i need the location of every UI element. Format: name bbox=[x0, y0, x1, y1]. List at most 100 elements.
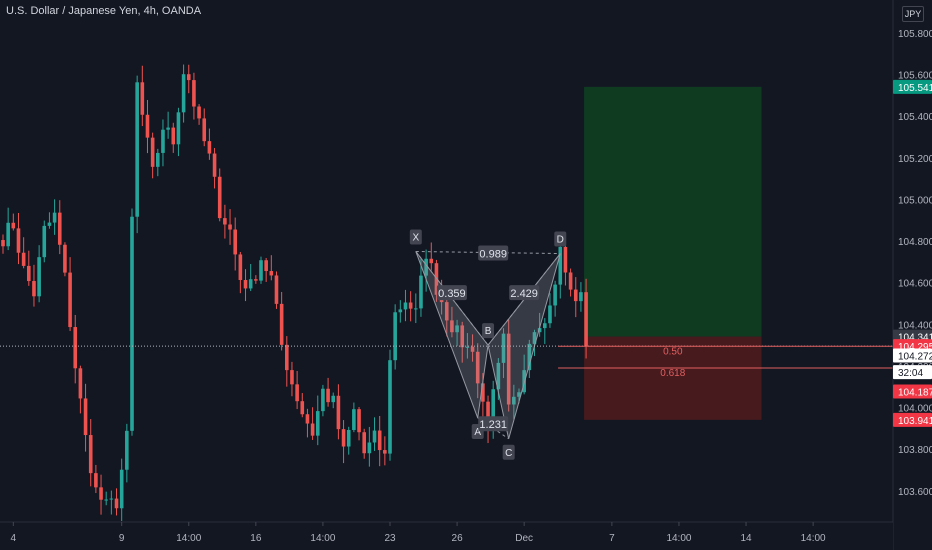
time-tick-label: 14:00 bbox=[666, 533, 691, 544]
candle bbox=[212, 148, 217, 189]
candle bbox=[573, 277, 578, 318]
candle-body bbox=[475, 351, 480, 384]
candle bbox=[279, 291, 284, 351]
time-tick-label: 14:00 bbox=[176, 533, 201, 544]
candle bbox=[346, 426, 351, 455]
candle bbox=[57, 200, 62, 255]
pattern-point-box bbox=[482, 323, 495, 339]
candle bbox=[135, 75, 139, 234]
candle-body bbox=[537, 328, 542, 333]
candle bbox=[140, 65, 145, 127]
candle-body bbox=[372, 430, 377, 443]
candle bbox=[419, 259, 423, 317]
price-badge-white: 32:04 bbox=[893, 365, 932, 380]
candle-body bbox=[444, 302, 449, 321]
time-tick-label: 26 bbox=[452, 533, 464, 544]
candle-body bbox=[114, 498, 119, 509]
candle-body bbox=[27, 265, 31, 282]
candle bbox=[429, 242, 434, 271]
candle bbox=[512, 384, 516, 420]
price-axis: 103.600103.800104.000104.200104.400104.6… bbox=[898, 29, 932, 498]
candle-body bbox=[300, 401, 305, 415]
candle-body bbox=[367, 442, 372, 454]
candle-body bbox=[269, 271, 274, 276]
candle-body bbox=[186, 74, 191, 81]
candle-body bbox=[192, 80, 196, 107]
candle bbox=[52, 199, 57, 235]
price-badge-white: 104.272 bbox=[893, 348, 932, 363]
candle-body bbox=[197, 106, 201, 119]
fib-level-label: 0.50 bbox=[663, 346, 683, 357]
candle bbox=[176, 107, 181, 157]
candle bbox=[506, 319, 511, 412]
candle-body bbox=[73, 327, 78, 369]
candle bbox=[537, 312, 542, 337]
candle bbox=[150, 132, 155, 179]
candle bbox=[274, 271, 279, 309]
stop-zone bbox=[584, 336, 762, 420]
pattern-point-label: C bbox=[505, 448, 512, 459]
candle bbox=[109, 490, 114, 515]
price-tick-label: 104.400 bbox=[898, 320, 932, 331]
candle-body bbox=[130, 216, 134, 431]
candle-body bbox=[336, 395, 341, 430]
pattern-bd-line bbox=[487, 253, 561, 346]
candle bbox=[63, 242, 67, 277]
time-tick-label: 14 bbox=[740, 533, 752, 544]
candle bbox=[424, 249, 428, 292]
price-tick-label: 104.600 bbox=[898, 279, 932, 290]
candle bbox=[125, 423, 129, 483]
price-badge-box bbox=[893, 79, 932, 94]
candle-body bbox=[145, 114, 150, 138]
price-badge-value: 104.295 bbox=[898, 342, 932, 353]
candle-body bbox=[37, 257, 41, 297]
pattern-point-box bbox=[502, 444, 515, 460]
price-badge-green: 105.541 bbox=[893, 79, 932, 94]
time-axis-panel[interactable] bbox=[0, 522, 893, 550]
candle bbox=[321, 384, 325, 417]
candle bbox=[88, 419, 93, 487]
candle-body bbox=[57, 212, 62, 245]
candle-body bbox=[470, 346, 475, 352]
candle-body bbox=[579, 292, 583, 302]
candle-body bbox=[393, 312, 397, 361]
time-axis: 4 9 14:00 16 14:00 23 26 Dec 7 14:00 14 14:00 bbox=[11, 522, 826, 544]
candle-body bbox=[506, 333, 511, 405]
candle bbox=[548, 293, 552, 328]
time-tick-label: 16 bbox=[250, 533, 262, 544]
candle bbox=[300, 393, 305, 418]
candle bbox=[47, 212, 52, 229]
pattern-point-label: A bbox=[474, 427, 481, 438]
currency-button[interactable]: JPY bbox=[902, 6, 924, 22]
candle-body bbox=[346, 429, 351, 447]
price-badge-box bbox=[893, 348, 932, 363]
candle-body bbox=[424, 258, 428, 276]
price-tick-label: 105.000 bbox=[898, 195, 932, 206]
candle-body bbox=[408, 302, 413, 309]
pattern-ratio-label: 0.989 bbox=[479, 249, 507, 261]
candle-body bbox=[295, 384, 299, 402]
candle-body bbox=[63, 244, 67, 273]
candle-body bbox=[331, 395, 336, 403]
candle-body bbox=[78, 368, 83, 399]
candle-body bbox=[161, 129, 165, 153]
candle-body bbox=[398, 309, 403, 313]
candle-body bbox=[88, 435, 93, 474]
candle bbox=[202, 108, 207, 147]
candle-body bbox=[6, 222, 10, 247]
pattern-point-label: X bbox=[412, 232, 419, 243]
candle-body bbox=[522, 370, 526, 393]
candle bbox=[171, 122, 176, 153]
candle bbox=[248, 264, 253, 292]
candle-body bbox=[125, 430, 129, 470]
candle-body bbox=[202, 118, 207, 142]
pattern-ratio-box bbox=[478, 416, 509, 432]
candle-body bbox=[32, 281, 36, 297]
candle-body bbox=[584, 292, 588, 347]
candle bbox=[315, 395, 320, 446]
pattern-ratio: 0.989 bbox=[478, 245, 509, 261]
price-badge-red: 104.187 bbox=[893, 384, 932, 399]
time-tick-label: 7 bbox=[609, 533, 615, 544]
